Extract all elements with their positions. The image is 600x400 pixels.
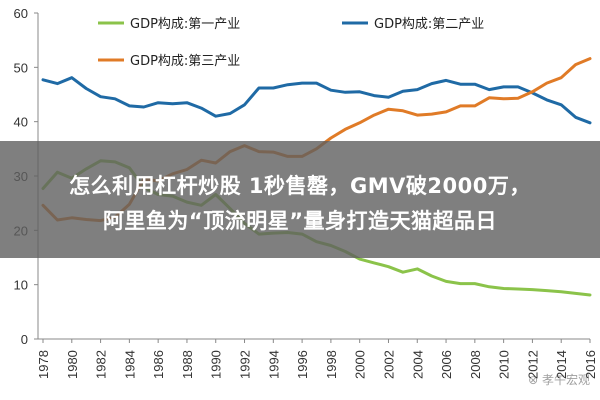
x-tick-label: 1990 (209, 350, 224, 379)
x-tick-label: 2006 (439, 350, 454, 379)
x-tick-label: 1994 (266, 350, 281, 379)
legend-label-1: GDP构成:第一产业 (130, 17, 240, 32)
x-tick-label: 1986 (151, 350, 166, 379)
x-tick-label: 1984 (122, 350, 137, 379)
chart-legend: GDP构成:第一产业 GDP构成:第二产业 GDP构成:第三产业 (98, 17, 484, 69)
x-tick-label: 1988 (180, 350, 195, 379)
x-axis-ticks: 1978 1980 1982 1984 1986 1988 1990 1992 1994 1996… (36, 339, 598, 379)
x-tick-label: 2000 (353, 350, 368, 379)
x-tick-label: 2008 (468, 350, 483, 379)
y-tick-label: 50 (14, 60, 28, 75)
x-tick-label: 1992 (238, 350, 253, 379)
y-tick-label: 0 (21, 332, 28, 347)
y-tick-label: 60 (14, 6, 28, 21)
headline-overlay (0, 141, 600, 258)
x-tick-label: 1998 (324, 350, 339, 379)
legend-label-2: GDP构成:第二产业 (374, 17, 484, 32)
x-tick-label: 2010 (497, 350, 512, 379)
x-tick-label: 2012 (525, 350, 540, 379)
legend-label-3: GDP构成:第三产业 (130, 54, 240, 69)
series-line-2 (41, 76, 592, 125)
x-tick-label: 1980 (65, 350, 80, 379)
headline-line-2: 阿里鱼为“顶流明星”量身打造天猫超品日 (102, 209, 498, 233)
watermark-text: ⊗ 孝午宏观 (528, 373, 590, 387)
x-tick-label: 1982 (94, 350, 109, 379)
headline-line-1: 怎么利用杠杆炒股 1秒售罄，GMV破2000万， (69, 174, 531, 198)
x-tick-label: 2016 (583, 350, 598, 379)
x-tick-label: 1978 (36, 350, 51, 379)
y-tick-label: 40 (14, 115, 28, 130)
x-tick-label: 1996 (295, 350, 310, 379)
x-tick-label: 2004 (410, 350, 425, 379)
y-tick-label: 10 (14, 278, 28, 293)
x-tick-label: 2014 (554, 350, 569, 379)
x-tick-label: 2002 (381, 350, 396, 379)
